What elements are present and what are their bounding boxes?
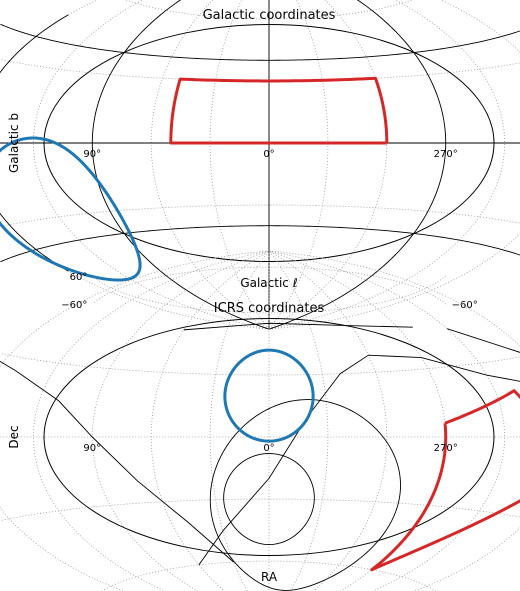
grid-meridian bbox=[32, 250, 270, 591]
grid-parallel bbox=[0, 352, 520, 376]
overlay-circle-small bbox=[223, 453, 315, 546]
grid-meridian bbox=[0, 0, 270, 330]
grid-meridian bbox=[268, 250, 506, 591]
icrs-panel: ICRS coordinates 90°0°270°60°30°0°−30°−6… bbox=[0, 250, 520, 591]
lon-tick-label: 270° bbox=[434, 149, 458, 160]
grid-parallel bbox=[124, 0, 414, 20]
galactic-regions bbox=[0, 76, 389, 282]
lon-tick-label: 90° bbox=[83, 443, 101, 454]
overlay-parallel bbox=[0, 225, 520, 263]
lon-tick-label: 0° bbox=[263, 443, 274, 454]
icrs-overlay-lines bbox=[0, 322, 520, 591]
region-outline bbox=[223, 348, 315, 443]
icrs-regions bbox=[223, 348, 520, 572]
icrs-tick-labels: 90°0°270°60°30°0°−30°−60°30°0°−30°−60° bbox=[70, 272, 458, 454]
grid-meridian bbox=[268, 0, 520, 330]
grid-meridian bbox=[268, 250, 520, 591]
lon-tick-label: 0° bbox=[263, 149, 274, 160]
region-outline bbox=[169, 76, 389, 145]
icrs-xlabel: RA bbox=[261, 570, 278, 584]
grid-parallel bbox=[101, 560, 437, 591]
overlay-circle-large bbox=[209, 399, 401, 591]
galactic-ylabel: Galactic b bbox=[7, 113, 21, 173]
map-boundary bbox=[43, 318, 495, 556]
grid-meridian bbox=[32, 0, 270, 330]
grid-meridian bbox=[268, 0, 506, 330]
overlay-parallel bbox=[0, 23, 520, 61]
grid-parallel bbox=[92, 266, 446, 305]
grid-parallel bbox=[0, 498, 520, 522]
galactic-panel: Galactic coordinates 90°0°270°60°30°0°−3… bbox=[0, 0, 520, 330]
grid-parallel bbox=[92, 275, 446, 314]
icrs-ylabel: Dec bbox=[7, 425, 21, 448]
lon-tick-label: 90° bbox=[83, 149, 101, 160]
lon-tick-label: 270° bbox=[434, 443, 458, 454]
grid-parallel bbox=[0, 204, 520, 228]
overlay-curve bbox=[198, 354, 520, 566]
overlay-curve bbox=[0, 360, 234, 563]
galactic-xlabel: Galactic ℓ bbox=[240, 276, 297, 290]
region-outline bbox=[0, 136, 142, 282]
grid-meridian bbox=[209, 250, 270, 591]
lat-tick-label: 60° bbox=[70, 272, 88, 283]
region-outline bbox=[370, 389, 520, 572]
overlay-curve bbox=[0, 14, 69, 272]
overlay-curve bbox=[447, 328, 520, 353]
grid-meridian bbox=[0, 250, 270, 591]
grid-parallel bbox=[0, 58, 520, 82]
lat-tick-label: −60° bbox=[452, 300, 478, 311]
overlay-curve bbox=[183, 322, 413, 331]
